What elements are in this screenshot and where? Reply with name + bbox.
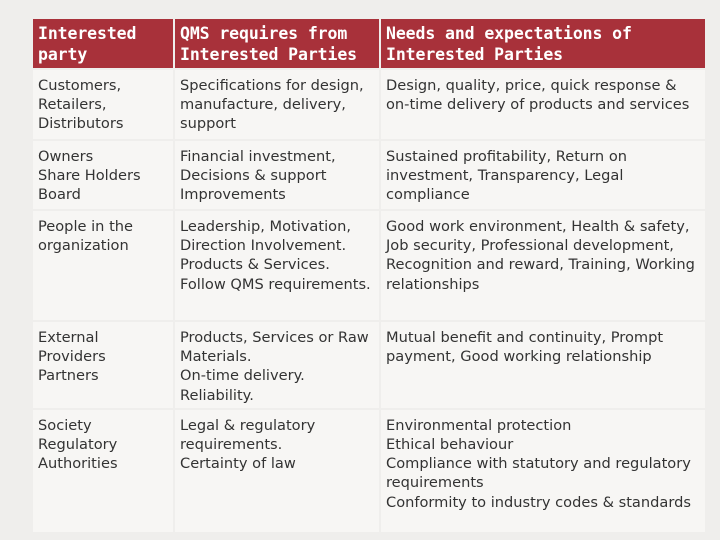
table-row: Society Regulatory Authorities Legal & r… <box>33 409 705 532</box>
cell-qms-requires: Specifications for design, manufacture, … <box>175 70 379 139</box>
cell-qms-requires: Legal & regulatory requirements. Certain… <box>175 409 379 532</box>
cell-needs: Design, quality, price, quick response &… <box>381 70 705 139</box>
cell-needs: Mutual benefit and continuity, Prompt pa… <box>381 322 705 408</box>
cell-qms-requires: Financial investment, Decisions & suppor… <box>175 141 379 209</box>
cell-party: People in the organization <box>33 211 173 320</box>
table-row: External Providers Partners Products, Se… <box>33 322 705 408</box>
table-row: People in the organization Leadership, M… <box>33 211 705 320</box>
cell-party: Society Regulatory Authorities <box>33 409 173 532</box>
cell-needs: Environmental protection Ethical behavio… <box>381 409 705 532</box>
interested-parties-table: Interested party QMS requires from Inter… <box>31 17 707 534</box>
table-row: Owners Share Holders Board Financial inv… <box>33 141 705 209</box>
cell-party: External Providers Partners <box>33 322 173 408</box>
table-row: Customers, Retailers, Distributors Speci… <box>33 70 705 139</box>
cell-qms-requires: Leadership, Motivation, Direction Involv… <box>175 211 379 320</box>
header-row: Interested party QMS requires from Inter… <box>33 19 705 68</box>
cell-qms-requires: Products, Services or Raw Materials. On-… <box>175 322 379 408</box>
cell-needs: Good work environment, Health & safety, … <box>381 211 705 320</box>
header-qms-requires: QMS requires from Interested Parties <box>175 19 379 68</box>
header-needs-expectations: Needs and expectations of Interested Par… <box>381 19 705 68</box>
header-interested-party: Interested party <box>33 19 173 68</box>
cell-party: Customers, Retailers, Distributors <box>33 70 173 139</box>
cell-party: Owners Share Holders Board <box>33 141 173 209</box>
cell-needs: Sustained profitability, Return on inves… <box>381 141 705 209</box>
